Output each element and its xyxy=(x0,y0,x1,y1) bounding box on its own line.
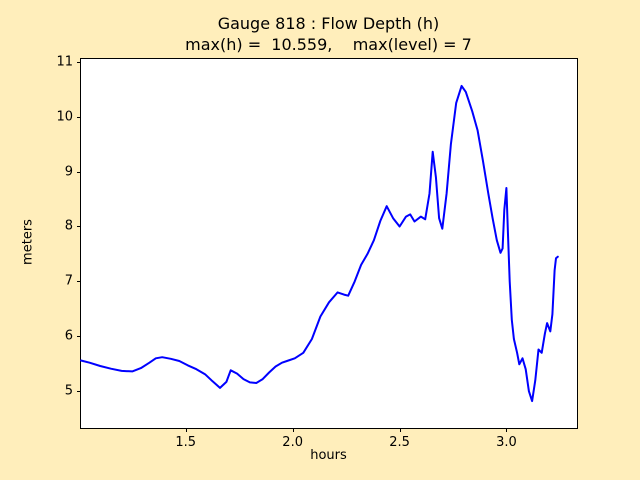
y-tick-mark xyxy=(77,171,81,173)
chart-title: Gauge 818 : Flow Depth (h) xyxy=(217,14,440,33)
x-tick-mark xyxy=(185,428,187,432)
x-tick-mark xyxy=(399,428,401,432)
y-tick-label: 11 xyxy=(56,54,73,70)
x-tick-mark xyxy=(506,428,508,432)
x-tick-label: 2.0 xyxy=(282,435,303,450)
y-tick-label: 10 xyxy=(56,109,73,125)
x-tick-label: 2.5 xyxy=(389,435,410,450)
y-tick-label: 6 xyxy=(64,328,73,344)
x-tick-label: 1.5 xyxy=(175,435,197,450)
y-axis-label: meters xyxy=(20,219,36,265)
y-tick-label: 5 xyxy=(64,383,73,399)
y-tick-label: 8 xyxy=(64,218,73,234)
line-chart-canvas xyxy=(80,84,559,403)
chart-subtitle: max(h) = 10.559, max(level) = 7 xyxy=(185,35,472,54)
chart-title-block: Gauge 818 : Flow Depth (h) max(h) = 10.55… xyxy=(80,13,577,55)
x-axis-label: hours xyxy=(310,448,347,463)
x-tick-label: 3.0 xyxy=(496,435,517,450)
plot-area: 1.5 2.0 2.5 3.0 5 6 7 8 9 10 11 xyxy=(56,54,578,450)
flow-depth-line xyxy=(80,84,559,403)
y-tick-mark xyxy=(77,336,81,338)
y-tick-mark xyxy=(77,281,81,283)
y-tick-label: 7 xyxy=(64,273,73,289)
y-tick-mark xyxy=(77,226,81,228)
y-tick-mark xyxy=(77,61,81,63)
x-tick-mark xyxy=(292,428,294,432)
y-tick-label: 9 xyxy=(64,164,73,180)
y-tick-mark xyxy=(77,116,81,118)
y-tick-mark xyxy=(77,391,81,393)
